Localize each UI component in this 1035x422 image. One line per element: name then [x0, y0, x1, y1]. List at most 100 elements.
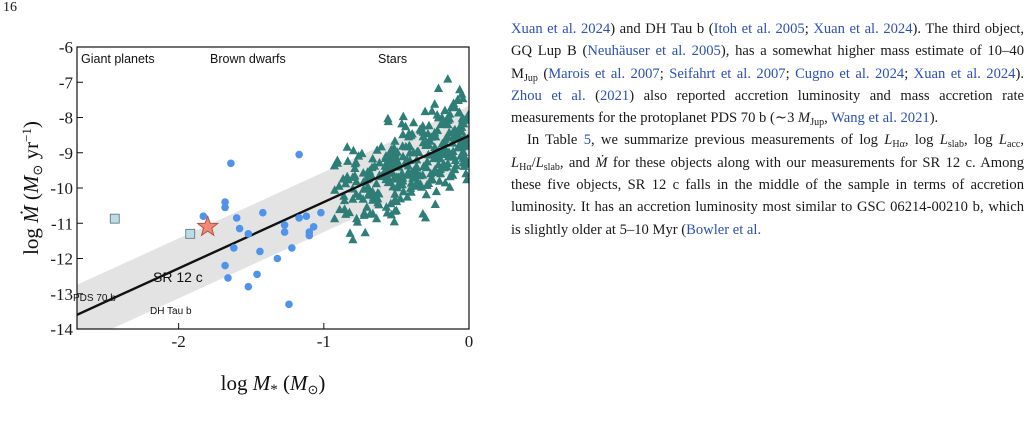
star-point	[422, 162, 432, 172]
star-point	[389, 172, 399, 182]
region-giant-planets: Giant planets	[81, 52, 155, 66]
star-point	[449, 98, 459, 107]
star-point	[390, 160, 400, 169]
star-point	[383, 113, 393, 123]
figure: -6 -7 -8 -9 -10 -11 -12 -13 -14 -2 -1 0 Giant plane…	[0, 0, 500, 417]
star-point	[389, 195, 400, 205]
cite-neuhauser-2005[interactable]: Neuhäuser et al. 2005	[587, 43, 721, 60]
star-point	[372, 213, 382, 223]
star-point	[457, 89, 467, 98]
brown-dwarf-point	[305, 231, 314, 240]
cite-bowler[interactable]: Bowler et al.	[686, 221, 762, 238]
star-point	[368, 153, 378, 163]
cite-xuan-2024[interactable]: Xuan et al. 2024	[511, 21, 611, 37]
y-tick-label: -9	[59, 144, 73, 163]
star-point	[440, 177, 450, 187]
star-point	[461, 168, 469, 178]
star-point	[430, 199, 440, 208]
star-point	[408, 166, 418, 175]
star-point	[359, 184, 369, 193]
cite-zhou-2021[interactable]: Zhou et al.	[511, 87, 586, 104]
star-point	[350, 171, 360, 180]
brown-dwarf-point	[235, 224, 244, 233]
label-sr12c: SR 12 c	[153, 269, 203, 285]
paragraph-1: Xuan et al. 2024) and DH Tau b (Itoh et …	[511, 21, 1025, 129]
star-point	[339, 195, 350, 205]
star-point	[427, 174, 438, 184]
table-5-link[interactable]: 5	[583, 132, 591, 149]
page-number: 16	[3, 0, 17, 15]
star-point	[445, 171, 455, 181]
star-point	[359, 208, 369, 217]
star-point	[348, 194, 358, 203]
region-stars: Stars	[378, 52, 407, 66]
star-point	[415, 170, 425, 180]
star-point	[364, 188, 374, 197]
star-point	[448, 152, 458, 161]
brown-dwarf-point	[221, 198, 229, 206]
star-point	[427, 106, 437, 115]
x-axis-label: log M* (M⊙)	[221, 371, 326, 398]
star-point	[421, 189, 431, 199]
star-point	[374, 188, 384, 198]
cite-zhou-2021-year[interactable]: 2021	[600, 87, 630, 104]
star-point	[420, 106, 430, 116]
star-point	[358, 168, 368, 177]
star-point	[437, 112, 447, 121]
x-tick-label: -2	[172, 332, 186, 351]
star-point	[381, 202, 391, 211]
cite-marois-2007[interactable]: Marois et al. 2007	[548, 65, 660, 82]
star-point	[442, 131, 452, 141]
x-tick-label: 0	[465, 332, 474, 351]
star-point	[330, 213, 340, 223]
brown-dwarf-point	[221, 261, 229, 270]
star-point	[348, 234, 358, 244]
star-point	[430, 164, 440, 174]
star-point	[376, 141, 386, 151]
star-point	[398, 186, 409, 196]
star-point	[449, 102, 459, 112]
y-tick-label: -13	[50, 285, 73, 304]
star-point	[445, 182, 455, 191]
cite-xuan-2024c[interactable]: Xuan et al. 2024	[913, 65, 1016, 82]
x-tick-label: -1	[317, 332, 331, 351]
brown-dwarf-point	[302, 212, 311, 220]
star-point	[440, 105, 450, 115]
star-point	[406, 178, 416, 187]
brown-dwarf-point	[230, 244, 238, 252]
star-point	[453, 142, 463, 152]
star-point	[461, 154, 469, 163]
cite-itoh-2005[interactable]: Itoh et al. 2005	[713, 21, 805, 37]
star-point	[389, 142, 399, 152]
star-point	[403, 160, 413, 170]
star-point	[350, 163, 360, 172]
planet-point	[185, 228, 196, 239]
cite-cugno-2024[interactable]: Cugno et al. 2024	[795, 65, 905, 82]
cite-xuan-2024b[interactable]: Xuan et al. 2024	[813, 21, 913, 37]
star-point	[443, 74, 453, 83]
star-point	[433, 83, 444, 92]
star-point	[343, 156, 353, 165]
star-point	[454, 107, 465, 116]
star-point	[348, 145, 358, 155]
cite-wang-2021[interactable]: Wang et al. 2021	[831, 110, 930, 127]
cite-seifahrt-2007[interactable]: Seifahrt et al. 2007	[669, 65, 786, 82]
star-point	[436, 168, 446, 178]
brown-dwarf-point	[280, 228, 289, 236]
star-point	[341, 209, 351, 218]
y-tick-label: -14	[50, 320, 73, 339]
star-point	[392, 147, 402, 156]
star-point	[444, 147, 454, 156]
star-point	[345, 228, 355, 237]
star-point	[341, 178, 351, 188]
star-point	[401, 141, 411, 151]
star-point	[437, 149, 447, 158]
star-point	[390, 136, 400, 145]
y-axis-label: log Ṁ (M⊙ yr−1)	[19, 121, 45, 255]
star-point	[338, 174, 348, 183]
star-point	[391, 205, 401, 215]
star-point	[439, 159, 449, 168]
star-point	[453, 95, 463, 104]
fit-line	[77, 134, 469, 317]
star-point	[450, 164, 460, 173]
